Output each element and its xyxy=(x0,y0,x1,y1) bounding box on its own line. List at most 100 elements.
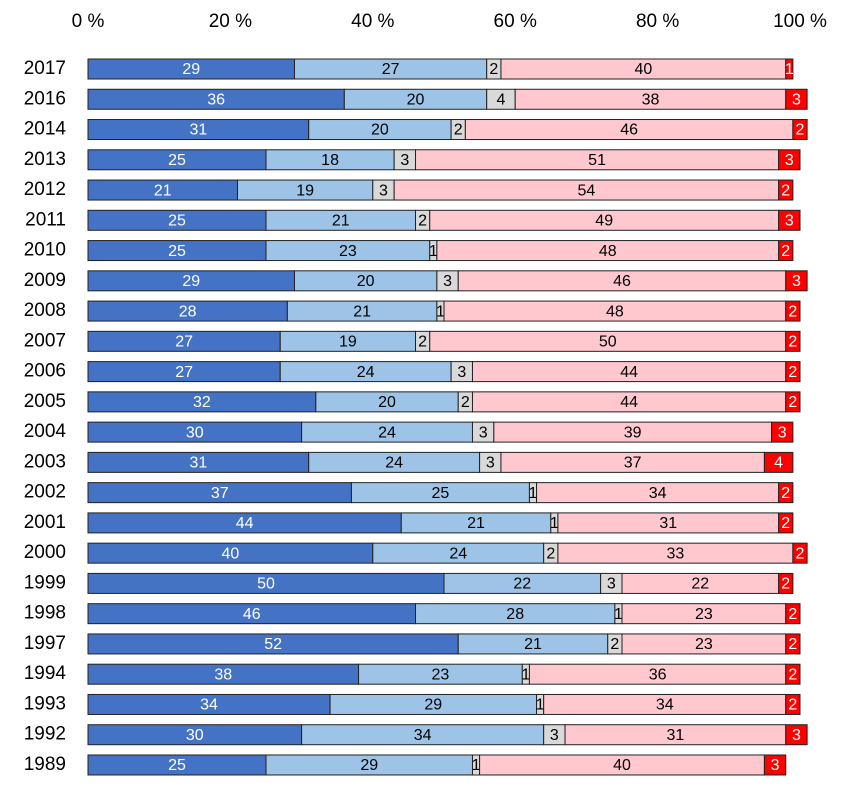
data-label: 29 xyxy=(182,273,200,290)
data-label: 25 xyxy=(168,152,186,169)
y-tick-label: 1998 xyxy=(24,603,66,624)
bar-segment xyxy=(785,693,801,715)
data-label: 23 xyxy=(695,636,713,653)
data-label: 2 xyxy=(781,182,790,199)
data-label: 2 xyxy=(546,545,555,562)
y-tick-label: 2013 xyxy=(24,149,66,170)
data-label: 51 xyxy=(588,152,606,169)
data-label: 2 xyxy=(788,394,797,411)
x-tick-label: 40 % xyxy=(351,11,394,32)
data-label: 27 xyxy=(175,364,193,381)
data-label: 3 xyxy=(785,152,794,169)
bar-segment xyxy=(785,724,808,746)
data-label: 3 xyxy=(457,364,466,381)
data-label: 29 xyxy=(360,757,378,774)
bar-segment xyxy=(785,300,801,322)
data-label: 31 xyxy=(667,727,685,744)
data-label: 2 xyxy=(781,485,790,502)
data-label: 3 xyxy=(400,152,409,169)
data-label: 34 xyxy=(656,697,674,714)
bar-segment xyxy=(778,179,794,201)
data-label: 1 xyxy=(536,697,545,714)
data-label: 2 xyxy=(788,303,797,320)
bar-segment xyxy=(771,421,794,443)
data-label: 46 xyxy=(613,273,631,290)
data-label: 2 xyxy=(418,213,427,230)
y-tick-label: 2004 xyxy=(24,421,67,442)
data-label: 38 xyxy=(214,666,232,683)
bar-segment xyxy=(785,330,801,352)
data-label: 2 xyxy=(796,545,805,562)
data-label: 31 xyxy=(659,515,677,532)
data-label: 30 xyxy=(186,727,204,744)
data-label: 3 xyxy=(792,91,801,108)
data-label: 24 xyxy=(357,364,375,381)
data-label: 40 xyxy=(634,61,652,78)
bar-segment xyxy=(785,663,801,685)
data-label: 48 xyxy=(606,303,624,320)
data-label: 50 xyxy=(257,576,275,593)
x-tick-label: 60 % xyxy=(494,11,537,32)
data-label: 20 xyxy=(357,273,375,290)
data-label: 18 xyxy=(321,152,339,169)
data-label: 34 xyxy=(200,697,218,714)
bar-segment xyxy=(785,361,801,383)
data-label: 3 xyxy=(771,757,780,774)
data-label: 22 xyxy=(691,576,709,593)
data-label: 2 xyxy=(461,394,470,411)
data-label: 44 xyxy=(620,394,638,411)
data-label: 3 xyxy=(379,182,388,199)
data-label: 23 xyxy=(695,606,713,623)
bar-segment xyxy=(778,240,794,262)
bar-segment xyxy=(785,58,794,80)
x-tick-label: 20 % xyxy=(209,11,252,32)
bar-segment xyxy=(792,542,808,564)
x-tick-label: 0 % xyxy=(72,11,105,32)
data-label: 20 xyxy=(371,122,389,139)
y-tick-label: 1999 xyxy=(24,572,66,593)
data-label: 28 xyxy=(179,303,197,320)
data-label: 2 xyxy=(788,364,797,381)
y-tick-label: 2007 xyxy=(24,330,66,351)
data-label: 20 xyxy=(407,91,425,108)
data-label: 3 xyxy=(607,576,616,593)
data-label: 1 xyxy=(614,606,623,623)
y-tick-label: 2001 xyxy=(24,512,66,533)
data-label: 3 xyxy=(550,727,559,744)
data-label: 36 xyxy=(649,666,667,683)
data-label: 39 xyxy=(624,424,642,441)
data-label: 21 xyxy=(332,213,350,230)
data-label: 2 xyxy=(788,697,797,714)
data-label: 23 xyxy=(339,243,357,260)
data-label: 2 xyxy=(796,122,805,139)
data-label: 21 xyxy=(467,515,485,532)
data-label: 23 xyxy=(432,666,450,683)
data-label: 3 xyxy=(778,424,787,441)
data-label: 31 xyxy=(189,455,207,472)
data-label: 2 xyxy=(418,334,427,351)
bar-segment xyxy=(785,391,801,413)
data-label: 3 xyxy=(486,455,495,472)
data-label: 1 xyxy=(550,515,559,532)
data-label: 1 xyxy=(429,243,438,260)
data-label: 31 xyxy=(189,122,207,139)
data-label: 1 xyxy=(436,303,445,320)
data-label: 34 xyxy=(414,727,432,744)
data-label: 46 xyxy=(620,122,638,139)
data-label: 2 xyxy=(781,576,790,593)
bar-segment xyxy=(778,209,801,231)
data-label: 27 xyxy=(382,61,400,78)
data-label: 21 xyxy=(154,182,172,199)
y-tick-label: 2008 xyxy=(24,300,66,321)
y-tick-label: 2016 xyxy=(24,88,66,109)
data-label: 24 xyxy=(385,455,403,472)
x-tick-label: 100 % xyxy=(773,11,827,32)
bar-segment xyxy=(778,149,801,171)
data-label: 40 xyxy=(222,545,240,562)
data-label: 20 xyxy=(378,394,396,411)
data-label: 3 xyxy=(785,213,794,230)
y-tick-label: 2010 xyxy=(24,240,66,261)
y-tick-label: 1992 xyxy=(24,724,66,745)
data-label: 49 xyxy=(595,213,613,230)
x-tick-label: 80 % xyxy=(636,11,679,32)
